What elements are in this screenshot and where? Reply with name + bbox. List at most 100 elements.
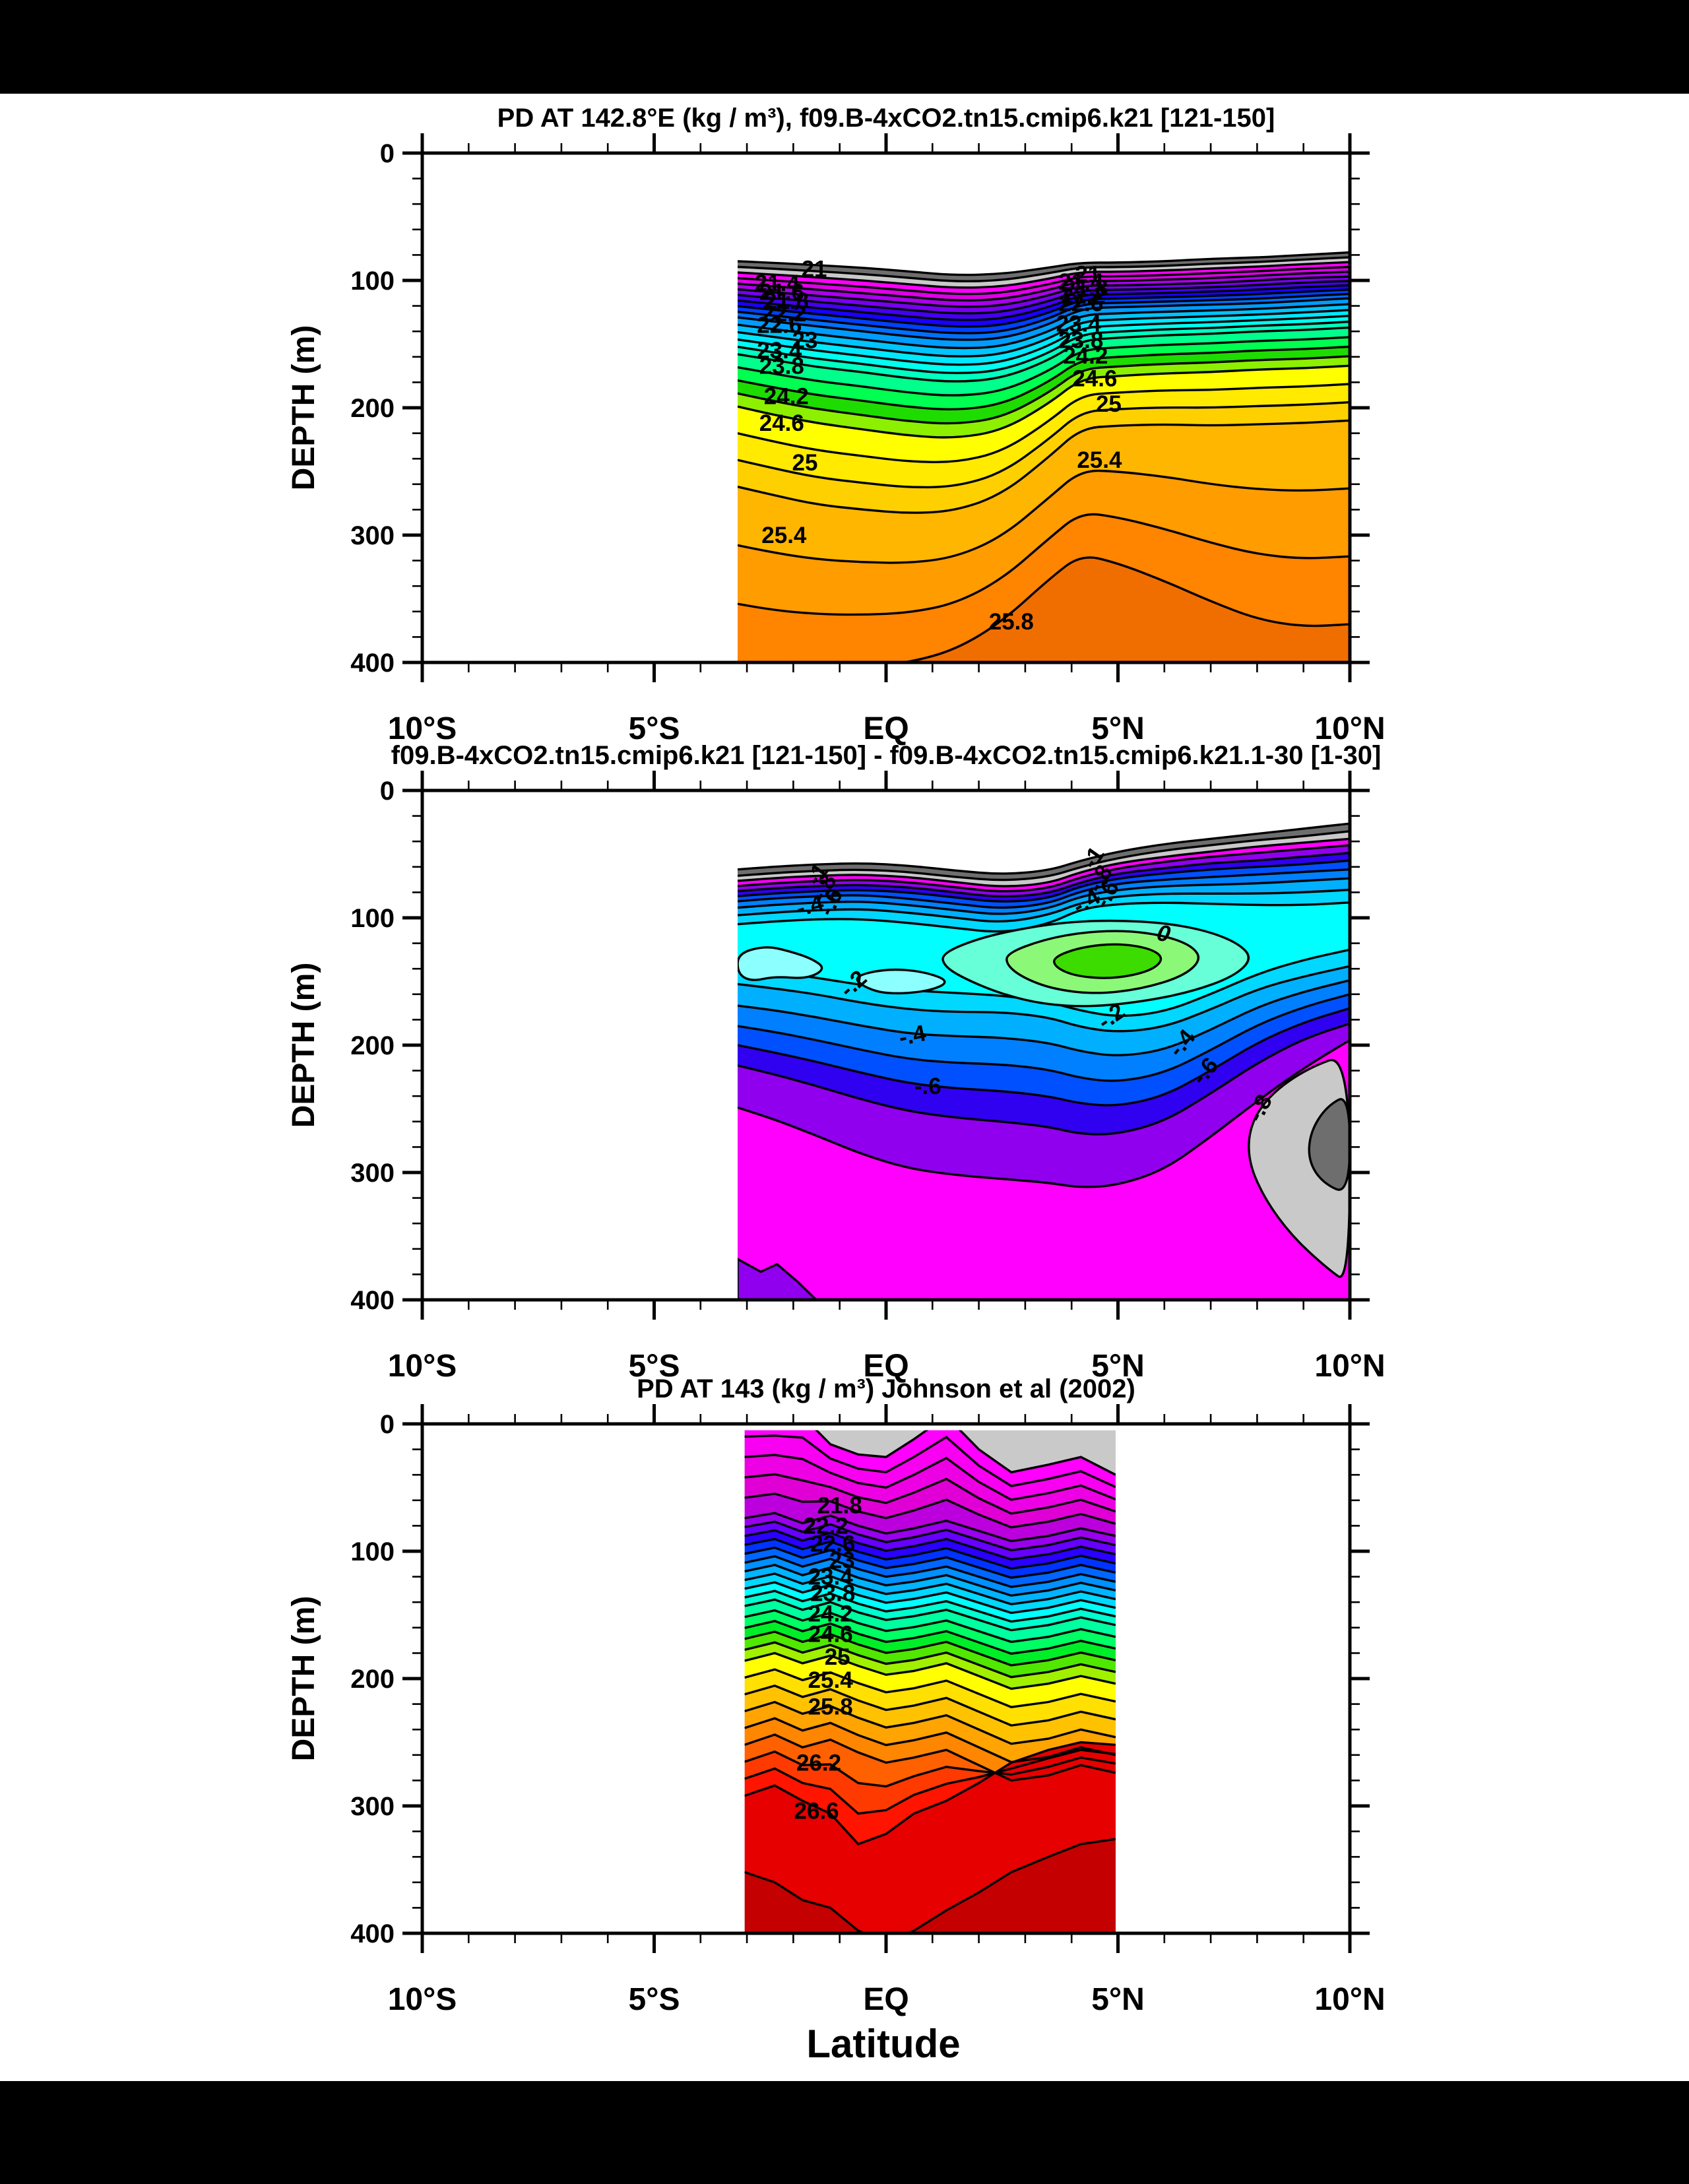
contour-label: 23.8 [1058, 328, 1103, 354]
contour-blob [856, 968, 946, 995]
contour-line [738, 284, 1351, 321]
contour-label: 23.8 [759, 353, 804, 379]
contour-band [744, 1474, 1116, 1527]
black-bar-top [0, 0, 1689, 94]
contour-field [738, 822, 1351, 1300]
contour-label: 21 [802, 257, 827, 282]
contour-line [738, 556, 1351, 662]
contour-label: 22.6 [757, 313, 802, 338]
contour-band [738, 949, 1350, 1031]
contour-band [744, 1435, 1116, 1500]
contour-blob [738, 946, 823, 981]
contour-line [738, 844, 1351, 893]
contour-field [744, 1430, 1116, 1933]
contour-band [738, 280, 1350, 320]
y-axis-title: DEPTH (m) [286, 1596, 321, 1762]
contour-line [738, 288, 1351, 328]
contour-label: 25.4 [761, 523, 807, 548]
x-tick-label: 10°N [1314, 711, 1385, 746]
contour-line [744, 1685, 1116, 1727]
x-tick-label: 5°S [629, 711, 680, 746]
contour-line [744, 1652, 1116, 1690]
contour-line [744, 1537, 1116, 1570]
contour-label: 22.6 [1058, 291, 1103, 317]
contour-label: 23 [829, 1548, 855, 1574]
contour-label: 25 [825, 1644, 850, 1670]
contour-line [744, 1454, 1116, 1501]
contour-line [738, 419, 1351, 514]
contour-label: 22.2 [804, 1513, 848, 1539]
contour-label: 23.8 [810, 1581, 855, 1607]
contour-line [744, 1668, 1116, 1708]
y-tick-label: 400 [350, 649, 395, 678]
contour-band [738, 420, 1350, 563]
contour-label: 25.8 [808, 1694, 853, 1719]
contour-line [744, 1512, 1116, 1543]
contour-label: 24.6 [808, 1621, 853, 1647]
contour-band [738, 1008, 1350, 1135]
contour-line [744, 1741, 1116, 1846]
contour-label: 22.2 [761, 301, 806, 327]
contour-line [738, 345, 1351, 410]
contour-label: 21.8 [1063, 276, 1108, 302]
contour-band [744, 1599, 1116, 1642]
contour-line [738, 1007, 1351, 1107]
contour-line [744, 1529, 1116, 1561]
contour-band [744, 1530, 1116, 1569]
contour-field [738, 251, 1351, 662]
contour-label: 22.2 [1061, 283, 1106, 309]
y-tick-label: 0 [380, 139, 395, 168]
contour-line [738, 320, 1351, 375]
contour-label: 21.4 [755, 271, 800, 296]
contour-label: 25.4 [1077, 447, 1122, 473]
contour-label: 25 [1096, 391, 1122, 417]
contour-band [744, 1493, 1116, 1541]
contour-line [744, 1717, 1116, 1764]
panel-title: PD AT 142.8°E (kg / m³), f09.B-4xCO2.tn1… [497, 104, 1275, 133]
contour-line [744, 1555, 1116, 1588]
contour-line [744, 1493, 1116, 1529]
black-bar-bottom [0, 2081, 1689, 2184]
contour-line [738, 271, 1351, 302]
contour-label: 23.4 [757, 338, 802, 364]
x-tick-label: 5°S [629, 1349, 680, 1384]
contour-line [738, 309, 1351, 358]
contour-band [744, 1685, 1116, 1744]
contour-line [738, 256, 1351, 282]
contour-band [744, 1642, 1116, 1689]
contour-line [738, 292, 1351, 335]
contour-band [904, 557, 1350, 662]
contour-line [738, 326, 1351, 383]
contour-band [744, 1522, 1116, 1560]
contour-line [744, 1630, 1116, 1667]
contour-line [744, 1750, 1116, 1788]
y-tick-label: 100 [350, 904, 395, 933]
contour-band [738, 839, 1350, 891]
contour-label: 21.6 [759, 279, 804, 305]
contour-label: 23.4 [1056, 311, 1102, 337]
contour-band [744, 1839, 1116, 1933]
contour-label: 23.4 [808, 1564, 854, 1590]
contour-label: 21 [1075, 261, 1100, 287]
contour-line [738, 280, 1351, 315]
contour-label: 26.2 [796, 1750, 841, 1776]
contour-band [738, 402, 1350, 513]
contour-band [738, 315, 1350, 373]
contour-label: -.6 [914, 1074, 941, 1099]
x-tick-label: 10°N [1314, 1982, 1385, 2017]
contour-line [744, 1733, 1116, 1782]
y-tick-label: 400 [350, 1286, 395, 1315]
contour-band [738, 276, 1350, 313]
panel-3: 21.822.222.62323.423.824.224.62525.425.8… [286, 1374, 1386, 2017]
contour-line [738, 965, 1351, 1033]
y-tick-label: 300 [350, 1792, 395, 1821]
contour-line [744, 1838, 1116, 1933]
x-tick-label: EQ [863, 1349, 908, 1384]
panel-title: PD AT 143 (kg / m³) Johnson et al (2002) [637, 1374, 1135, 1403]
contour-line [738, 830, 1351, 882]
contour-line [738, 364, 1351, 439]
contour-label: 21.4 [1058, 269, 1104, 295]
contour-band [738, 1040, 1350, 1300]
contour-line [744, 1473, 1116, 1515]
